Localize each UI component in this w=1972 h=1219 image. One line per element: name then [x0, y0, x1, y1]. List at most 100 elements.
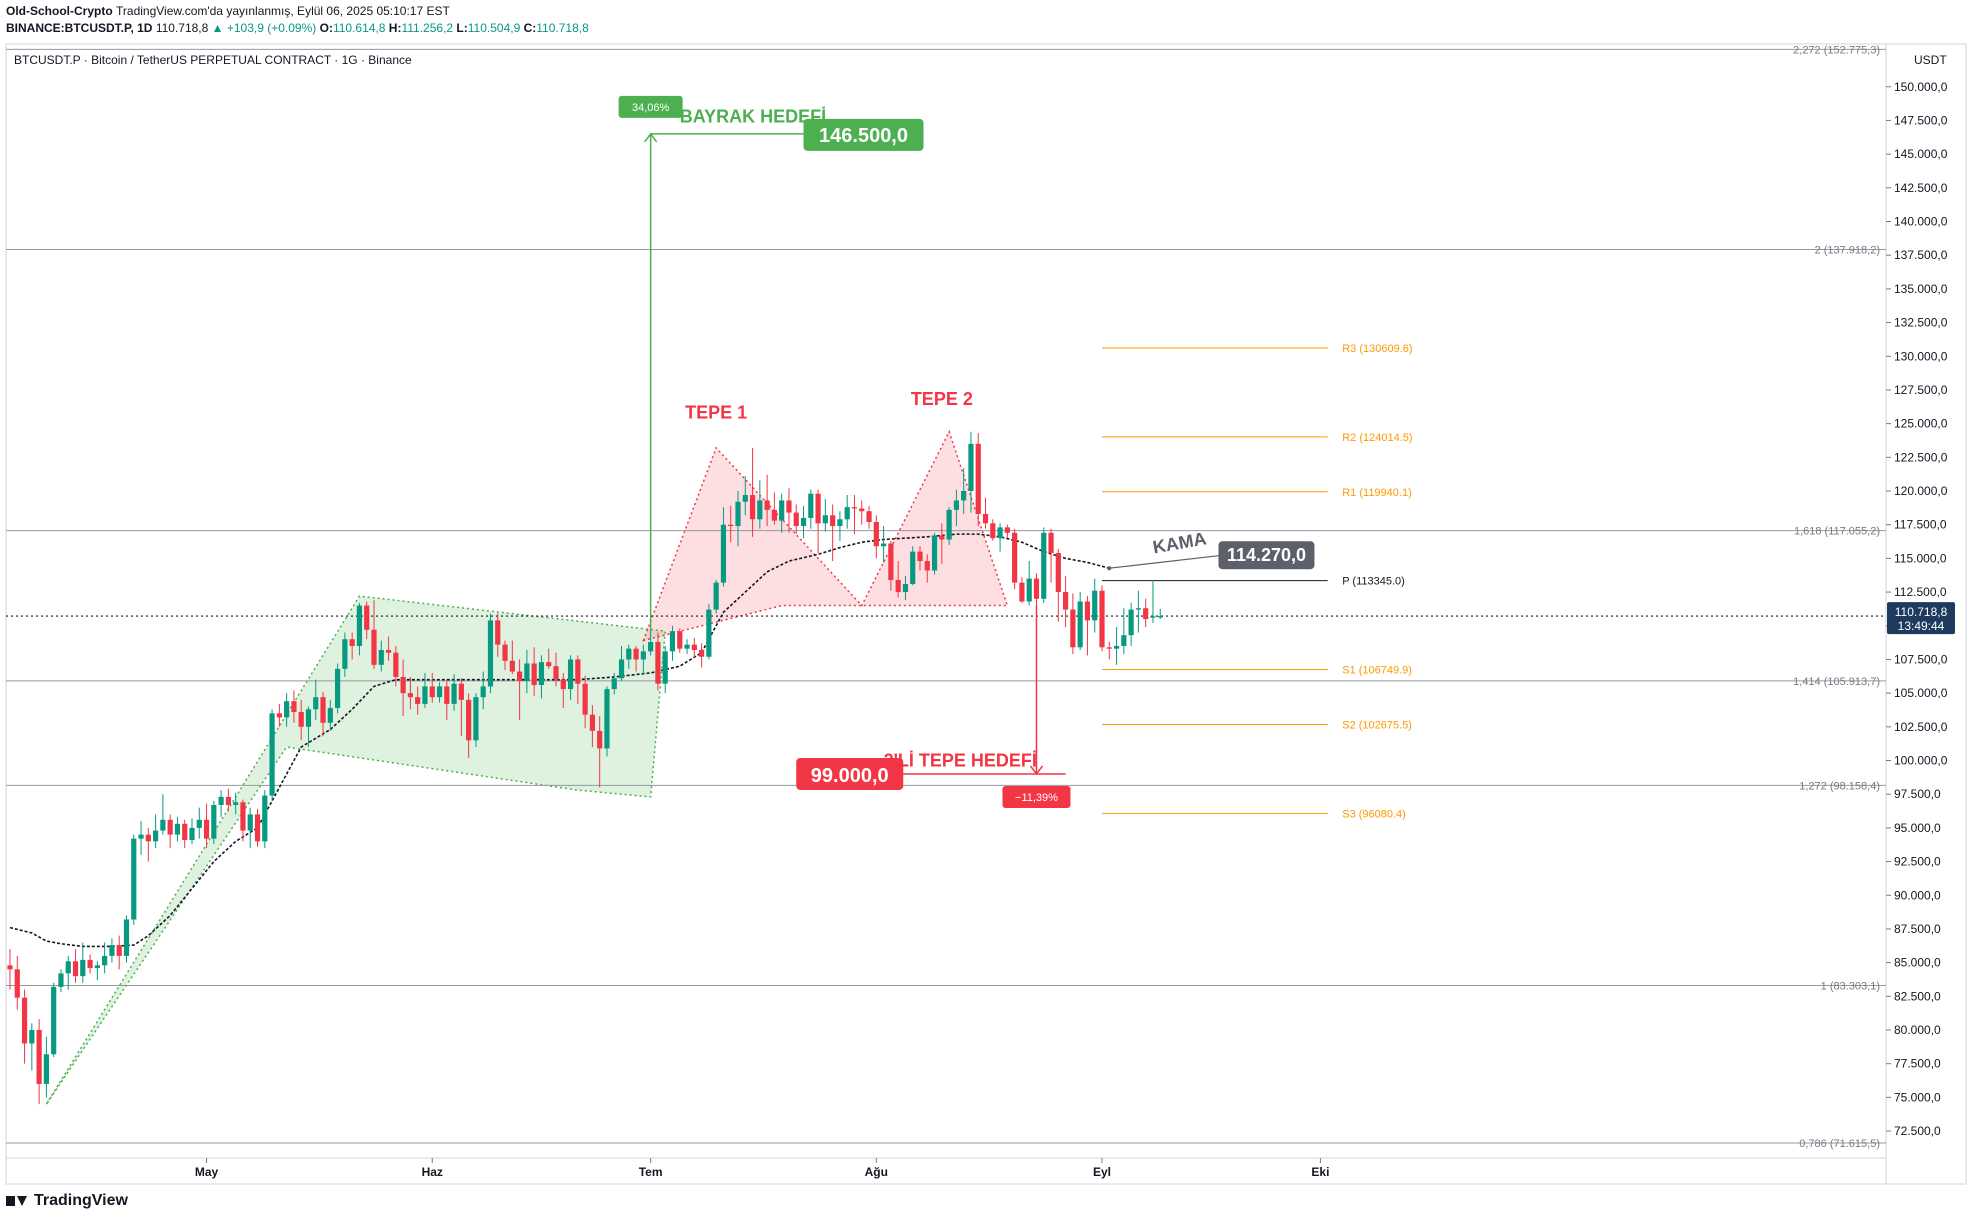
- candle-body: [1019, 582, 1025, 602]
- candle-body: [910, 551, 916, 584]
- candle-body: [495, 620, 501, 645]
- kama-callout-dot: [1107, 566, 1112, 571]
- candle-body: [145, 834, 151, 842]
- y-tick-label: 130.000,0: [1894, 349, 1948, 363]
- chart-pane-border: [5, 43, 1967, 1185]
- y-tick-label: 122.500,0: [1894, 450, 1948, 464]
- candle-body: [1004, 527, 1010, 533]
- candle-body: [757, 500, 763, 520]
- candle-body: [407, 693, 413, 698]
- low-label: L:: [456, 21, 468, 35]
- high-value: 111.256,2: [401, 21, 454, 35]
- tepe2-label: TEPE 2: [911, 389, 973, 409]
- candle-body: [298, 711, 304, 727]
- candle-body: [276, 713, 282, 718]
- candle-body: [473, 697, 479, 741]
- candle-body: [1113, 645, 1120, 649]
- candle-body: [575, 659, 581, 684]
- candle-body: [1143, 608, 1149, 620]
- candle-body: [65, 961, 71, 974]
- x-tick-label: Tem: [639, 1165, 663, 1179]
- pivot-label: R1 (119940.1): [1342, 487, 1412, 499]
- candle-body: [917, 551, 923, 562]
- candle-body: [182, 823, 188, 841]
- candle-body: [546, 662, 552, 667]
- candle-body: [1033, 578, 1040, 599]
- y-tick-label: 75.000,0: [1894, 1090, 1941, 1104]
- y-tick-label: 150.000,0: [1894, 80, 1948, 94]
- fib-level-label: 1,272 (98.158,4): [1799, 780, 1880, 792]
- candle-body: [436, 686, 443, 698]
- candle-body: [153, 830, 159, 842]
- candle-body: [779, 500, 785, 521]
- candle-body: [29, 1030, 35, 1044]
- header-line-1: Old-School-Crypto TradingView.com'da yay…: [6, 4, 450, 18]
- y-tick-label: 137.500,0: [1894, 248, 1948, 262]
- candle-body: [538, 662, 545, 686]
- candle-body: [305, 709, 312, 727]
- footer-brand: TradingView: [34, 1192, 128, 1209]
- candle-body: [58, 973, 64, 987]
- candle-body: [597, 730, 603, 749]
- tradingview-footer[interactable]: TradingView: [6, 1192, 128, 1210]
- fib-level-label: 0,786 (71.615,5): [1799, 1138, 1880, 1150]
- candle-body: [1092, 590, 1098, 621]
- candle-body: [968, 443, 974, 491]
- candle-body: [240, 802, 246, 831]
- y-tick-label: 102.500,0: [1894, 720, 1948, 734]
- y-tick-label: 145.000,0: [1894, 147, 1948, 161]
- candle-body: [837, 519, 843, 527]
- candle-body: [393, 652, 399, 677]
- candle-body: [1128, 609, 1134, 636]
- candle-body: [677, 631, 683, 649]
- kama-price: 114.270,0: [1227, 545, 1306, 565]
- candle-body: [822, 515, 828, 524]
- y-tick-label: 87.500,0: [1894, 922, 1941, 936]
- candle-body: [808, 493, 814, 518]
- candle-body: [669, 631, 676, 652]
- x-tick-label: Eki: [1311, 1165, 1329, 1179]
- candle-body: [1070, 609, 1076, 648]
- candle-body: [713, 582, 719, 610]
- low-value: 110.504,9: [467, 21, 521, 35]
- y-tick-label: 120.000,0: [1894, 484, 1948, 498]
- y-tick-label: 77.500,0: [1894, 1057, 1941, 1071]
- candle-body: [1106, 647, 1112, 649]
- candle-body: [87, 959, 93, 969]
- flag-pct-label: 34,06%: [632, 102, 670, 114]
- y-tick-label: 105.000,0: [1894, 686, 1948, 700]
- candle-body: [990, 523, 996, 539]
- candle-body: [109, 945, 115, 956]
- publisher-name[interactable]: Old-School-Crypto: [6, 4, 113, 18]
- candle-body: [648, 641, 654, 652]
- y-tick-label: 92.500,0: [1894, 855, 1941, 869]
- flag-zone: [45, 595, 667, 1105]
- candle-body: [21, 997, 28, 1044]
- flag-target-price: 146.500,0: [819, 125, 908, 147]
- candle-body: [342, 639, 348, 669]
- published-text: TradingView.com'da yayınlanmış, Eylül 06…: [116, 4, 450, 18]
- candle-body: [604, 689, 610, 749]
- candle-body: [866, 511, 872, 522]
- candle-body: [509, 660, 515, 672]
- candle-body: [80, 959, 86, 977]
- candle-body: [327, 707, 333, 723]
- symbol-line[interactable]: BINANCE:BTCUSDT.P, 1D: [6, 21, 153, 35]
- candle-body: [982, 513, 989, 524]
- candle-body: [888, 543, 894, 580]
- candle-body: [14, 969, 20, 998]
- candle-body: [560, 679, 566, 690]
- y-tick-label: 135.000,0: [1894, 282, 1948, 296]
- candle-body: [881, 543, 887, 547]
- candle-body: [691, 644, 697, 651]
- y-tick-label: 142.500,0: [1894, 181, 1948, 195]
- x-tick-label: Haz: [422, 1165, 443, 1179]
- candle-body: [429, 686, 435, 698]
- y-tick-label: 97.500,0: [1894, 787, 1941, 801]
- candle-body: [662, 651, 668, 684]
- candle-body: [36, 1030, 42, 1084]
- candle-body: [458, 683, 464, 700]
- candle-body: [203, 819, 210, 839]
- candle-body: [415, 697, 421, 704]
